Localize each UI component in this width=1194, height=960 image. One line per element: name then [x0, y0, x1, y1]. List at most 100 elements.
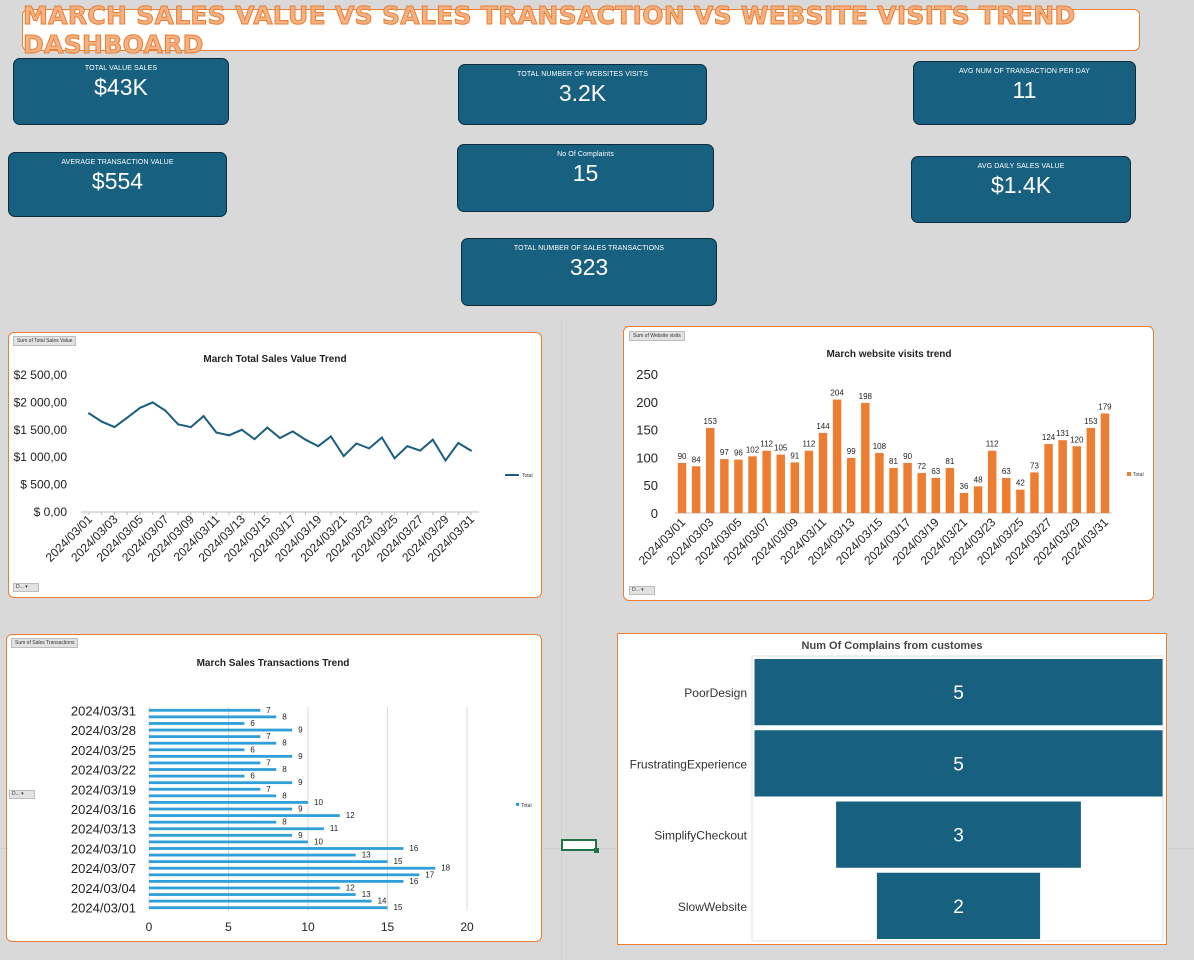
data-label: 81 — [889, 457, 898, 466]
kpi-label: AVG NUM OF TRANSACTION PER DAY — [959, 68, 1090, 75]
funnel-bar — [754, 730, 1163, 797]
data-point — [266, 426, 269, 429]
bar — [748, 456, 757, 513]
data-label: 10 — [314, 798, 323, 807]
data-label: 63 — [931, 467, 940, 476]
field-button-transactions[interactable]: Sum of Sales Transactions — [11, 638, 79, 648]
bar — [149, 899, 372, 903]
kpi-complaints[interactable]: No Of Complaints 15 — [457, 144, 714, 212]
data-label: 112 — [760, 440, 773, 449]
filter-dropdown[interactable]: D... ▾ — [13, 583, 39, 592]
data-label: 5 — [953, 683, 964, 704]
data-label: 90 — [903, 452, 912, 461]
sales-value-line-chart: March Total Sales Value Trend $2 500,00 $2… — [14, 354, 533, 565]
data-point — [253, 438, 256, 441]
bar — [861, 402, 870, 513]
y-tick-label: $1 500,00 — [14, 423, 68, 437]
data-label: 15 — [394, 903, 403, 912]
kpi-avg-daily-sales[interactable]: AVG DAILY SALES VALUE $1.4K — [911, 156, 1131, 223]
kpi-avg-transactions[interactable]: AVG NUM OF TRANSACTION PER DAY 11 — [913, 61, 1136, 125]
kpi-total-value-sales[interactable]: TOTAL VALUE SALES $43K — [13, 58, 229, 125]
bar — [149, 735, 261, 739]
x-tick-label: 15 — [381, 920, 395, 934]
x-tick-label: 5 — [225, 920, 232, 934]
bar — [149, 774, 245, 778]
data-point — [329, 435, 332, 438]
data-label: 124 — [1042, 433, 1056, 442]
bar — [790, 462, 800, 513]
data-point — [228, 434, 231, 437]
bar — [1100, 413, 1110, 513]
y-tick-label: 2024/03/10 — [71, 841, 136, 856]
bar — [149, 853, 356, 857]
selected-cell[interactable] — [561, 839, 599, 853]
data-label: 153 — [704, 417, 718, 426]
bar — [1086, 427, 1096, 513]
fill-handle[interactable] — [594, 848, 599, 853]
kpi-value: 15 — [572, 160, 599, 186]
sales-value-chart-panel[interactable]: Sum of Total Sales Value D... ▾ March To… — [8, 332, 542, 598]
data-label: 8 — [282, 765, 287, 774]
bar — [149, 860, 388, 864]
kpi-label: No Of Complaints — [557, 151, 614, 158]
data-label: 112 — [986, 440, 999, 449]
data-point — [457, 441, 460, 444]
bar — [945, 467, 955, 513]
data-label: 204 — [830, 389, 844, 398]
data-label: 8 — [282, 818, 287, 827]
data-point — [342, 455, 345, 458]
data-point — [419, 449, 422, 452]
data-point — [355, 442, 358, 445]
field-button-sales-value[interactable]: Sum of Total Sales Value — [13, 336, 77, 346]
data-label: 13 — [362, 890, 371, 899]
chart-title: March Sales Transactions Trend — [197, 658, 350, 669]
data-label: 15 — [394, 857, 403, 866]
data-point — [380, 436, 383, 439]
filter-label: D... — [12, 791, 20, 797]
y-tick-label: 0 — [651, 506, 658, 521]
transactions-chart-panel[interactable]: Sum of Sales Transactions D... ▾ March S… — [6, 634, 542, 942]
data-point — [470, 449, 472, 452]
kpi-label: AVG DAILY SALES VALUE — [977, 163, 1065, 170]
data-label: 8 — [282, 712, 287, 721]
plot-area — [751, 655, 1164, 942]
funnel-bar — [876, 872, 1041, 939]
bar — [149, 754, 293, 758]
bar — [149, 728, 293, 732]
field-button-website-visits[interactable]: Sum of Website visits — [629, 331, 685, 341]
data-label: 7 — [266, 758, 271, 767]
bar — [149, 794, 277, 798]
data-point — [88, 412, 90, 415]
bar — [832, 399, 842, 513]
filter-dropdown[interactable]: D... ▾ — [629, 586, 655, 595]
complaints-chart-panel[interactable]: Num Of Complains from customes 5 PoorDesig… — [617, 633, 1167, 945]
category-label: FrustratingExperience — [630, 757, 748, 771]
kpi-value: $554 — [91, 168, 144, 194]
y-tick-label: $ 500,00 — [20, 478, 67, 492]
y-tick-label: $1 000,00 — [14, 450, 68, 464]
funnel-bar — [754, 659, 1163, 726]
data-label: 8 — [282, 739, 287, 748]
y-tick-label: 2024/03/28 — [71, 723, 136, 738]
kpi-value: $43K — [94, 74, 148, 100]
data-point — [304, 438, 307, 441]
x-tick-label: 10 — [301, 920, 315, 934]
kpi-average-transaction-value[interactable]: AVERAGE TRANSACTION VALUE $554 — [8, 152, 227, 217]
kpi-total-transactions[interactable]: TOTAL NUMBER OF SALES TRANSACTIONS 323 — [461, 238, 717, 306]
website-visits-chart-panel[interactable]: Sum of Website visits D... ▾ March websi… — [623, 326, 1154, 601]
data-point — [113, 426, 116, 429]
bar — [149, 708, 261, 712]
bar — [149, 761, 261, 765]
category-label: PoorDesign — [684, 686, 747, 700]
data-point — [240, 428, 243, 431]
kpi-website-visits[interactable]: TOTAL NUMBER OF WEBSITES VISITS 3.2K — [458, 64, 707, 125]
data-label: 7 — [266, 785, 271, 794]
filter-dropdown[interactable]: D... ▾ — [9, 790, 35, 799]
bar — [734, 459, 743, 513]
bar — [959, 492, 969, 513]
data-point — [368, 447, 371, 450]
chart-title: Num Of Complains from customes — [802, 640, 983, 652]
bar — [149, 840, 308, 844]
data-label: 9 — [298, 726, 303, 735]
bar — [149, 715, 277, 719]
